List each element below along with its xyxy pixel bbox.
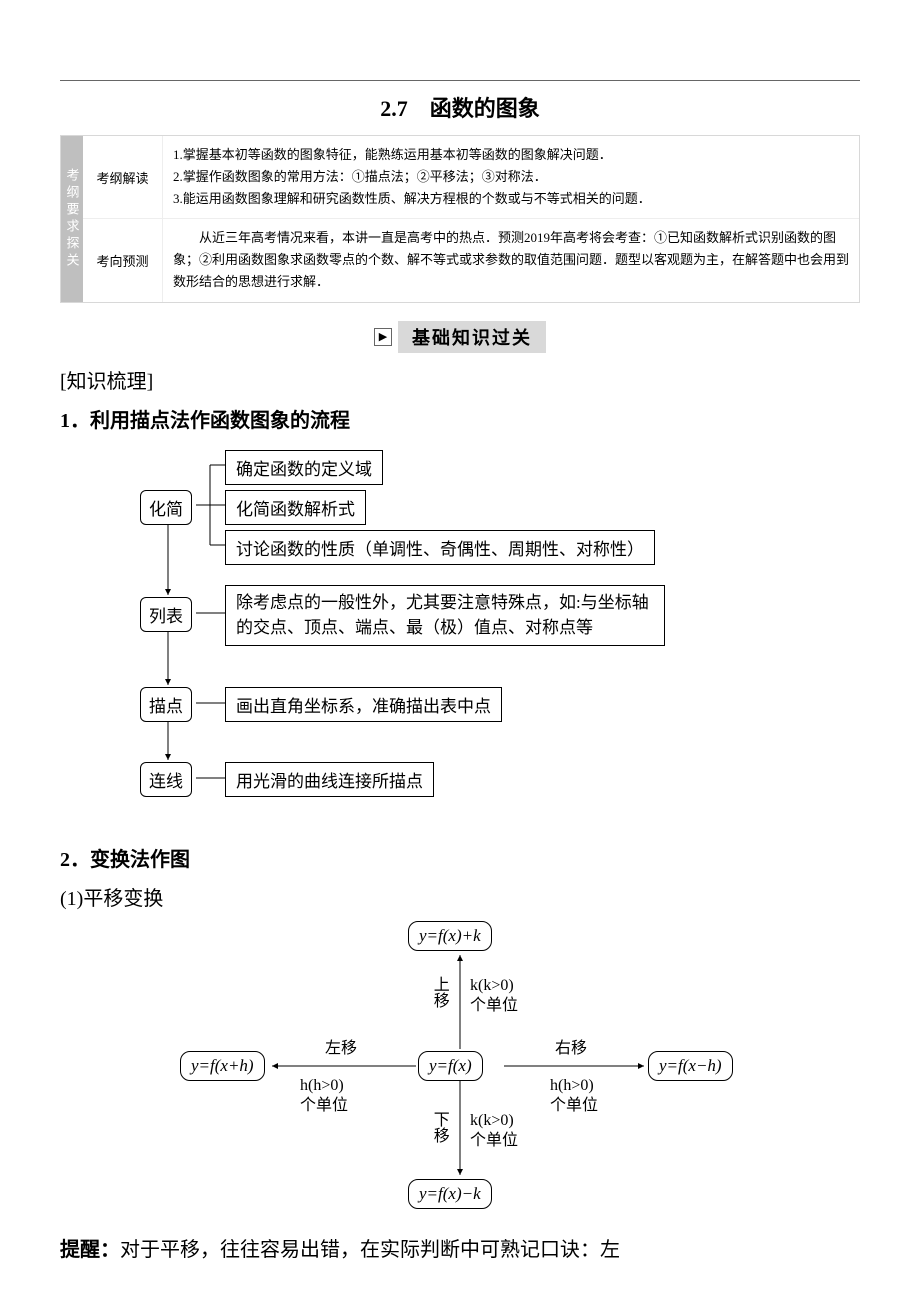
step-table: 列表 — [140, 597, 192, 632]
row-label: 考纲解读 — [83, 136, 163, 218]
node-down: y=f(x)−k — [408, 1179, 492, 1209]
branch-domain: 确定函数的定义域 — [225, 450, 383, 485]
play-icon: ▶ — [374, 328, 392, 346]
section-banner: ▶ 基础知识过关 — [60, 321, 860, 353]
step-simplify: 化简 — [140, 490, 192, 525]
lbl-right: 右移 — [555, 1039, 587, 1060]
note-bold: 提醒： — [60, 1239, 120, 1261]
heading-1: 1．利用描点法作函数图象的流程 — [60, 404, 860, 433]
box-plot-note: 画出直角坐标系，准确描出表中点 — [225, 687, 502, 722]
translate-diagram-wrap: y=f(x) y=f(x)+k y=f(x)−k y=f(x+h) y=f(x−… — [60, 921, 860, 1211]
row-kaoxiang: 考向预测 从近三年高考情况来看，本讲一直是高考中的热点．预测2019年高考将会考… — [83, 219, 859, 301]
amt-up: k(k>0) 个单位 — [470, 976, 518, 1018]
lbl-up: 上移 — [428, 976, 449, 1008]
spine-label: 考纲要求探关 — [61, 136, 83, 302]
node-center: y=f(x) — [418, 1051, 483, 1081]
node-up: y=f(x)+k — [408, 921, 492, 951]
lbl-down: 下移 — [428, 1111, 449, 1143]
step-connect: 连线 — [140, 762, 192, 797]
sub-translate: (1)平移变换 — [60, 882, 860, 911]
box-table-note: 除考虑点的一般性外，尤其要注意特殊点，如:与坐标轴的交点、顶点、端点、最（极）值… — [225, 585, 665, 646]
subheader: [知识梳理] — [60, 365, 860, 394]
amt-down: k(k>0) 个单位 — [470, 1111, 518, 1153]
heading-2: 2．变换法作图 — [60, 843, 860, 872]
row-kaogang: 考纲解读 1.掌握基本初等函数的图象特征，能熟练运用基本初等函数的图象解决问题．… — [83, 136, 859, 219]
reminder-note: 提醒：对于平移，往往容易出错，在实际判断中可熟记口诀：左 — [60, 1231, 860, 1269]
line: 2.掌握作函数图象的常用方法：①描点法；②平移法；③对称法． — [173, 166, 849, 188]
lbl-left: 左移 — [325, 1039, 357, 1060]
syllabus-box: 考纲要求探关 考纲解读 1.掌握基本初等函数的图象特征，能熟练运用基本初等函数的… — [60, 135, 860, 303]
page-title: 2.7 函数的图象 — [60, 91, 860, 123]
amt-right: h(h>0) 个单位 — [550, 1076, 598, 1118]
node-left: y=f(x+h) — [180, 1051, 265, 1081]
line: 3.能运用函数图象理解和研究函数性质、解决方程根的个数或与不等式相关的问题． — [173, 188, 849, 210]
row-body: 1.掌握基本初等函数的图象特征，能熟练运用基本初等函数的图象解决问题． 2.掌握… — [163, 136, 859, 218]
flowchart: 化简 列表 描点 连线 确定函数的定义域 化简函数解析式 讨论函数的性质（单调性… — [140, 445, 780, 825]
translate-diagram: y=f(x) y=f(x)+k y=f(x)−k y=f(x+h) y=f(x−… — [180, 921, 740, 1211]
node-right: y=f(x−h) — [648, 1051, 733, 1081]
line: 1.掌握基本初等函数的图象特征，能熟练运用基本初等函数的图象解决问题． — [173, 144, 849, 166]
syllabus-rows: 考纲解读 1.掌握基本初等函数的图象特征，能熟练运用基本初等函数的图象解决问题．… — [83, 136, 859, 302]
line: 从近三年高考情况来看，本讲一直是高考中的热点．预测2019年高考将会考查：①已知… — [173, 227, 849, 293]
box-connect-note: 用光滑的曲线连接所描点 — [225, 762, 434, 797]
amt-left: h(h>0) 个单位 — [300, 1076, 348, 1118]
note-body: 对于平移，往往容易出错，在实际判断中可熟记口诀：左 — [120, 1239, 620, 1261]
branch-properties: 讨论函数的性质（单调性、奇偶性、周期性、对称性） — [225, 530, 655, 565]
row-body: 从近三年高考情况来看，本讲一直是高考中的热点．预测2019年高考将会考查：①已知… — [163, 219, 859, 301]
step-plot: 描点 — [140, 687, 192, 722]
banner-text: 基础知识过关 — [398, 321, 546, 353]
top-rule — [60, 80, 860, 81]
row-label: 考向预测 — [83, 219, 163, 301]
branch-simplify-expr: 化简函数解析式 — [225, 490, 366, 525]
